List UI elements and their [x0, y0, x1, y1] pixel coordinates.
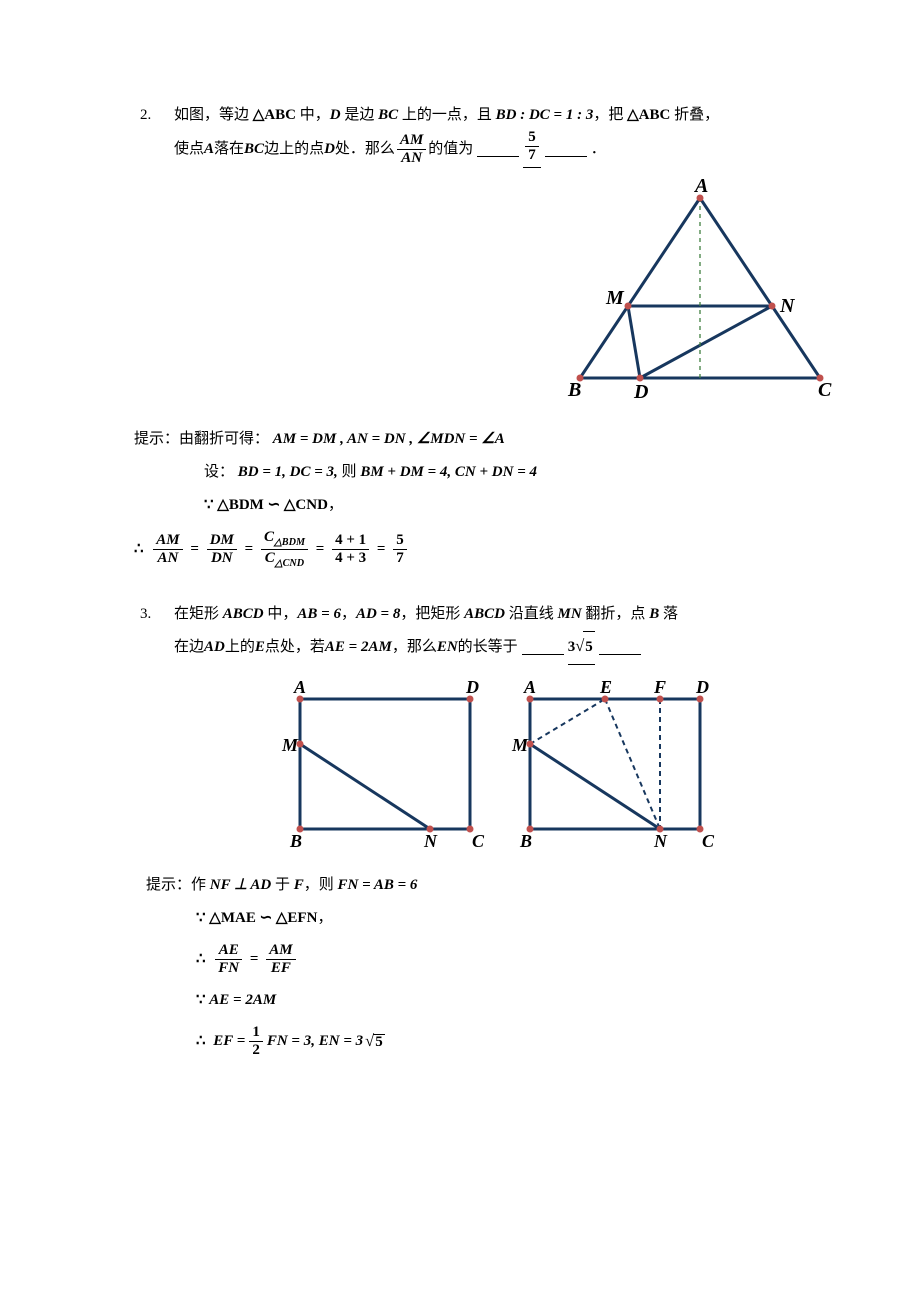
svg-text:D: D: [465, 679, 479, 697]
svg-text:A: A: [693, 178, 708, 197]
svg-text:A: A: [293, 679, 306, 697]
svg-text:M: M: [605, 287, 625, 309]
svg-text:D: D: [633, 381, 648, 398]
problem-2-body: 如图，等边 △ABC 中，D 是边 BC 上的一点，且 BD : DC = 1 …: [174, 100, 860, 168]
because-icon: [196, 992, 206, 1008]
because-icon: [196, 910, 206, 926]
problem-3-body: 在矩形 ABCD 中，AB = 6，AD = 8，把矩形 ABCD 沿直线 MN…: [174, 599, 860, 665]
svg-text:B: B: [519, 831, 532, 849]
hint-problem-3: 提示：作 NF ⊥ AD 于 F，则 FN = AB = 6 △MAE ∽ △E…: [146, 869, 860, 1058]
because-icon: [204, 497, 214, 513]
answer-5-7: 5 7: [523, 130, 541, 168]
svg-text:B: B: [289, 831, 302, 849]
problem-3: 3. 在矩形 ABCD 中，AB = 6，AD = 8，把矩形 ABCD 沿直线…: [140, 599, 860, 1058]
svg-text:E: E: [599, 679, 612, 697]
problem-2-number: 2.: [140, 100, 174, 130]
figure-problem-2: A B C D M N: [140, 178, 850, 403]
figure-problem-3: A D B C M N: [140, 679, 860, 849]
therefore-icon: [134, 542, 144, 557]
answer-3root5: 35: [568, 629, 595, 665]
svg-text:N: N: [423, 831, 438, 849]
svg-text:M: M: [511, 735, 529, 755]
svg-text:A: A: [523, 679, 536, 697]
svg-text:C: C: [472, 831, 485, 849]
problem-2: 2. 如图，等边 △ABC 中，D 是边 BC 上的一点，且 BD : DC =…: [140, 100, 860, 569]
hint-problem-2: 提示：由翻折可得： AM = DM , AN = DN , ∠MDN = ∠A …: [134, 423, 860, 569]
svg-text:M: M: [281, 735, 299, 755]
svg-text:D: D: [695, 679, 709, 697]
therefore-icon: [196, 952, 206, 967]
svg-text:N: N: [653, 831, 668, 849]
svg-text:C: C: [818, 379, 832, 398]
therefore-icon: [196, 1034, 206, 1049]
problem-3-number: 3.: [140, 599, 174, 629]
svg-text:C: C: [702, 831, 715, 849]
svg-text:B: B: [567, 379, 581, 398]
svg-text:N: N: [779, 295, 796, 317]
svg-text:F: F: [653, 679, 666, 697]
frac-am-an: AM AN: [397, 133, 426, 166]
